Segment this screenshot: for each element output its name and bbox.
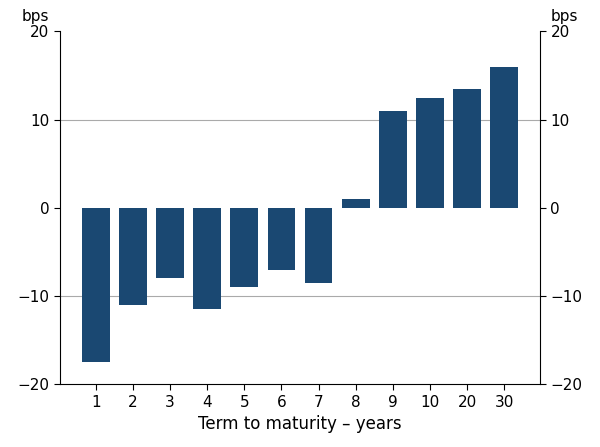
Bar [193,208,221,309]
Bar [305,208,332,283]
Bar [82,208,110,363]
Bar [119,208,147,305]
Text: bps: bps [22,9,49,24]
Bar [156,208,184,278]
Bar [342,199,370,208]
Bar [490,67,518,208]
Bar [379,111,407,208]
Bar [453,89,481,208]
Bar [268,208,295,270]
Bar [416,97,444,208]
Bar [230,208,258,287]
X-axis label: Term to maturity – years: Term to maturity – years [198,415,402,434]
Text: bps: bps [551,9,578,24]
